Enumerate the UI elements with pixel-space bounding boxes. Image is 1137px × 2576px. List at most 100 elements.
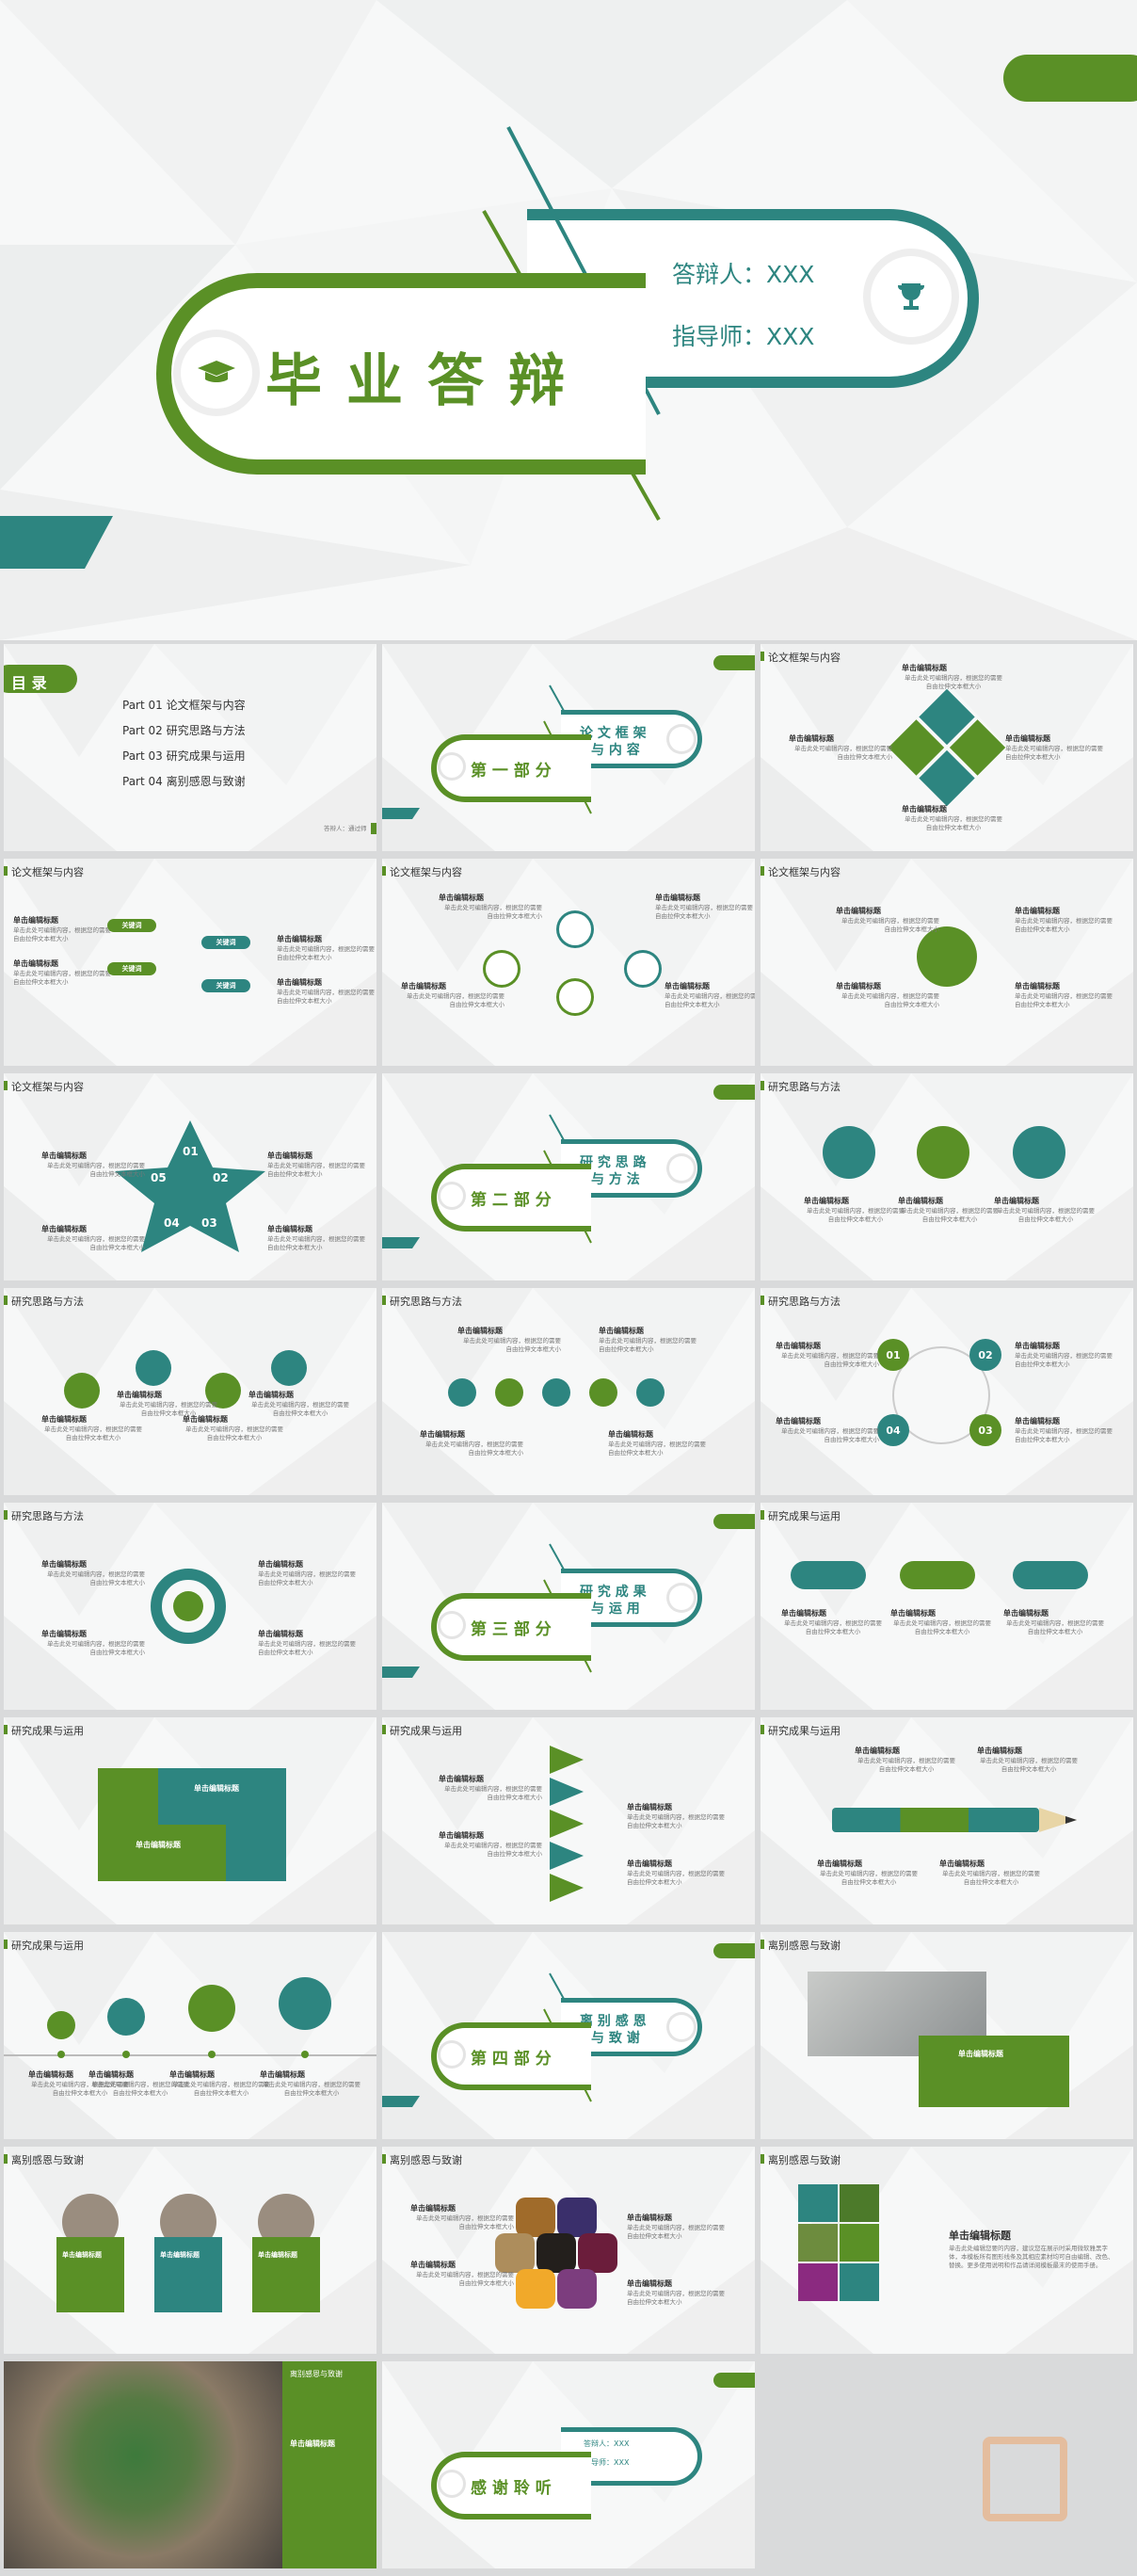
star-number: 02 (213, 1171, 229, 1184)
block-heading: 单击编辑标题 (267, 1225, 312, 1233)
block-body: 单击此处可编辑内容，根据您的需要自由拉伸文本框大小 (258, 1640, 356, 1656)
mosaic-tile (798, 2184, 838, 2222)
blocks-slide[interactable]: 研究成果与运用 单击编辑标题 单击编辑标题 (4, 1717, 376, 1924)
closing-slide[interactable]: 答辩人：XXX 指导师：XXX 感 谢 聆 听 (382, 2361, 755, 2568)
section-title-1: 研 究 成 果 (580, 1585, 647, 1600)
section-divider-2[interactable]: 研 究 思 路与 方 法第 二 部 分 (382, 1073, 755, 1280)
corner-tab (713, 655, 755, 670)
slide-header: 研究成果与运用 (4, 1725, 84, 1737)
timeline (4, 2054, 376, 2056)
toc-slide[interactable]: 目 录 Part 01 论文框架与内容 Part 02 研究思路与方法 Part 03… (4, 644, 376, 851)
hands-image (4, 2361, 282, 2568)
block-body: 单击此处可编辑内容，根据您的需要自由拉伸文本框大小 (627, 2224, 725, 2240)
mosaic-text: 单击此处编辑您要的内容，建议您在展示时采用微软雅黑字体，本模板所有图形线条及其相… (949, 2245, 1114, 2269)
star-slide[interactable]: 论文框架与内容 01 02 03 04 05 单击编辑标题 单击此处可编辑内容，根据您的需要自… (4, 1073, 376, 1280)
block-body: 单击此处可编辑内容，根据您的需要自由拉伸文本框大小 (47, 1640, 145, 1656)
cycle-slide[interactable]: 研究思路与方法 01 02 04 03 单击编辑标题 单击此处可编辑内容，根据您的需要自由拉… (761, 1288, 1133, 1495)
block-heading: 单击编辑标题 (258, 1630, 303, 1638)
card-heading: 单击编辑标题 (62, 2251, 102, 2259)
block-body: 单击此处可编辑内容，根据您的需要自由拉伸文本框大小 (627, 2290, 725, 2306)
section-title-2: 与 内 容 (591, 743, 640, 758)
four-circles-slide[interactable]: 研究思路与方法 单击编辑标题 单击此处可编辑内容，根据您的需要自由拉伸文本框大小 单击… (4, 1288, 376, 1495)
keyword-tag: 关键词 (107, 919, 156, 932)
portraits-slide[interactable]: 离别感恩与致谢 单击编辑标题 单击编辑标题 单击编辑标题 (4, 2147, 376, 2354)
block-body: 单击此处可编辑内容，根据您的需要自由拉伸文本框大小 (997, 1207, 1095, 1223)
cloud-slide[interactable]: 研究成果与运用 单击编辑标题 单击此处可编辑内容，根据您的需要自由拉伸文本框大小 单击… (761, 1503, 1133, 1710)
hex-photo (578, 2233, 617, 2273)
section-divider-1[interactable]: 论 文 框 架与 内 容第 一 部 分 (382, 644, 755, 851)
section-divider-4[interactable]: 离 别 感 恩与 致 谢第 四 部 分 (382, 1932, 755, 2139)
triangles-slide[interactable]: 研究成果与运用 单击编辑标题 单击此处可编辑内容，根据您的需要自由拉伸文本框大小 单击… (382, 1717, 755, 1924)
toc-item[interactable]: Part 04 离别感恩与致谢 (122, 775, 246, 788)
home-icon (823, 1126, 875, 1179)
block-heading: 单击编辑标题 (1015, 1417, 1060, 1425)
card-heading: 单击编辑标题 (160, 2251, 200, 2259)
section-divider-3[interactable]: 研 究 成 果与 运 用第 三 部 分 (382, 1503, 755, 1710)
keyword-slide[interactable]: 论文框架与内容 单击编辑标题 单击此处可编辑内容，根据您的需要自由拉伸文本框大小 单击… (4, 859, 376, 1066)
chain-icon (627, 953, 659, 985)
block-heading: 单击编辑标题 (410, 2204, 456, 2213)
title-slide[interactable]: 答辩人：XXX 指导师：XXX 毕业答辩 (0, 0, 1137, 640)
pins-slide[interactable]: 研究成果与运用 单击编辑标题 单击此处可编辑内容，根据您的需要自由拉伸文本框大小 单击… (4, 1932, 376, 2139)
toc-item[interactable]: Part 03 研究成果与运用 (122, 749, 246, 763)
block-body: 单击此处可编辑内容，根据您的需要自由拉伸文本框大小 (905, 674, 1002, 690)
pencil-body (832, 1808, 1039, 1832)
background-polygons (761, 1717, 1133, 1924)
block-body: 单击此处可编辑内容，根据您的需要自由拉伸文本框大小 (784, 1619, 882, 1635)
toc-item[interactable]: Part 02 研究思路与方法 (122, 724, 246, 737)
mosaic-slide[interactable]: 离别感恩与致谢 单击编辑标题 单击此处编辑您要的内容，建议您在展示时采用微软雅黑字体… (761, 2147, 1133, 2354)
corner-band (0, 516, 113, 569)
graduation-cap-icon (440, 755, 463, 778)
toc-item[interactable]: Part 01 论文框架与内容 (122, 699, 246, 712)
block-heading: 单击编辑标题 (836, 982, 881, 990)
block-heading: 单击编辑标题 (804, 1197, 849, 1205)
block-body: 单击此处可编辑内容，根据您的需要自由拉伸文本框大小 (857, 1757, 955, 1773)
graduation-cap-icon (440, 1614, 463, 1636)
corner-tab (713, 1514, 755, 1529)
block-heading: 单击编辑标题 (13, 916, 58, 925)
trophy-icon (871, 256, 952, 337)
block-body: 单击此处可编辑内容，根据您的需要自由拉伸文本框大小 (267, 1162, 365, 1178)
globe-slide[interactable]: 论文框架与内容 单击编辑标题 单击此处可编辑内容，根据您的需要自由拉伸文本框大小 单击… (761, 859, 1133, 1066)
star-number: 04 (164, 1216, 180, 1230)
block-heading: 单击编辑标题 (855, 1747, 900, 1755)
text-block-1 (158, 1768, 286, 1825)
pencil-slide[interactable]: 研究成果与运用 单击编辑标题 单击此处可编辑内容，根据您的需要自由拉伸文本框大小 单击… (761, 1717, 1133, 1924)
block-heading: 单击编辑标题 (627, 1803, 672, 1811)
block-body: 单击此处可编辑内容，根据您的需要自由拉伸文本框大小 (258, 1570, 356, 1586)
wave-slide[interactable]: 研究思路与方法 单击编辑标题 单击此处可编辑内容，根据您的需要自由拉伸文本框大小 单击… (382, 1288, 755, 1495)
pencil-tip (1039, 1808, 1077, 1832)
block-heading: 单击编辑标题 (1015, 982, 1060, 990)
block-body: 单击此处可编辑内容，根据您的需要自由拉伸文本框大小 (655, 904, 753, 920)
photo-slide[interactable]: 离别感恩与致谢 单击编辑标题 (761, 1932, 1133, 2139)
mosaic-tile (798, 2224, 838, 2262)
block-body: 单击此处可编辑内容，根据您的需要自由拉伸文本框大小 (251, 1401, 349, 1417)
background-polygons (382, 1717, 755, 1924)
block-body: 单击此处可编辑内容，根据您的需要自由拉伸文本框大小 (416, 2214, 514, 2230)
block-heading: 单击编辑标题 (420, 1430, 465, 1439)
block-body: 单击此处可编辑内容，根据您的需要自由拉伸文本框大小 (980, 1757, 1078, 1773)
timeline-dot (57, 2051, 65, 2058)
icons-chain-slide[interactable]: 论文框架与内容 单击编辑标题 单击此处可编辑内容，根据您的需要自由拉伸文本框大小 单击… (382, 859, 755, 1066)
hands-slide[interactable]: 离别感恩与致谢 单击编辑标题 (4, 2361, 376, 2568)
block-heading: 单击编辑标题 (41, 1225, 87, 1233)
hexagons-slide[interactable]: 离别感恩与致谢 单击编辑标题 单击此处可编辑内容，根据您的需要自由拉伸文本框大小 单击… (382, 2147, 755, 2354)
slide-header: 离别感恩与致谢 (4, 2154, 84, 2166)
side-panel (282, 2361, 376, 2568)
three-icons-slide[interactable]: 研究思路与方法 单击编辑标题 单击此处可编辑内容，根据您的需要自由拉伸文本框大小 单击… (761, 1073, 1133, 1280)
block-heading: 单击编辑标题 (41, 1560, 87, 1569)
puzzle-slide[interactable]: 论文框架与内容 单击编辑标题 单击此处可编辑内容，根据您的需要自由拉伸文本框大小单… (761, 644, 1133, 851)
block-heading: 单击编辑标题 (117, 1391, 162, 1399)
block-body: 单击此处可编辑内容，根据您的需要自由拉伸文本框大小 (841, 917, 939, 933)
block-body: 单击此处可编辑内容，根据您的需要自由拉伸文本框大小 (31, 2081, 129, 2097)
ring-chart-slide[interactable]: 研究思路与方法 单击编辑标题 单击此处可编辑内容，根据您的需要自由拉伸文本框大小 单击… (4, 1503, 376, 1710)
block-body: 单击此处可编辑内容，根据您的需要自由拉伸文本框大小 (277, 945, 375, 961)
slide-header: 论文框架与内容 (4, 1081, 84, 1093)
block-body: 单击此处可编辑内容，根据您的需要自由拉伸文本框大小 (901, 1207, 999, 1223)
cycle-number: 01 (877, 1339, 909, 1371)
block-heading: 单击编辑标题 (627, 2214, 672, 2222)
block-heading: 单击编辑标题 (902, 805, 947, 813)
block-body: 单击此处可编辑内容，根据您的需要自由拉伸文本框大小 (807, 1207, 905, 1223)
block-heading: 单击编辑标题 (781, 1609, 826, 1618)
cloud-shape (1013, 1561, 1088, 1589)
